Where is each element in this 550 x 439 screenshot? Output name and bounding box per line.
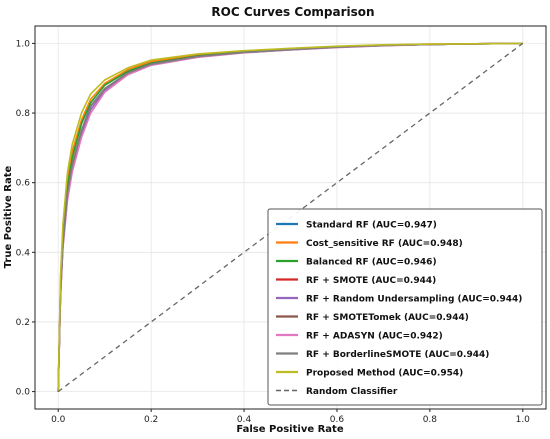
plot-frame xyxy=(34,25,547,410)
x-tick-label: 0.2 xyxy=(144,415,158,425)
y-tick-label: 0.2 xyxy=(16,318,30,328)
legend: Standard RF (AUC=0.947) Cost_sensitive RF… xyxy=(267,208,543,406)
legend-label-9: Random Classifier xyxy=(306,387,398,397)
y-axis-label: True Positive Rate xyxy=(3,165,14,268)
y-tick-label: 0.0 xyxy=(16,388,31,398)
series-line-8 xyxy=(57,42,523,392)
legend-label-8: Proposed Method (AUC=0.954) xyxy=(306,369,463,379)
x-tick-label: 0.6 xyxy=(330,415,345,425)
legend-label-7: RF + BorderlineSMOTE (AUC=0.944) xyxy=(306,350,489,360)
x-tick-label: 0.8 xyxy=(423,415,438,425)
legend-box xyxy=(267,208,543,406)
legend-label-4: RF + Random Undersampling (AUC=0.944) xyxy=(306,295,522,305)
legend-label-5: RF + SMOTETomek (AUC=0.944) xyxy=(306,313,469,323)
y-tick-label: 0.8 xyxy=(16,109,31,119)
axis-ticks: 0.0 0.2 0.4 0.6 0.8 1.0 0.0 0.2 0.4 0.6 0.8 1.0 xyxy=(16,39,531,425)
y-tick-label: 0.4 xyxy=(16,248,31,258)
x-tick-label: 1.0 xyxy=(516,415,531,425)
legend-label-2: Balanced RF (AUC=0.946) xyxy=(306,258,437,268)
chart-title: ROC Curves Comparison xyxy=(211,5,374,19)
legend-label-1: Cost_sensitive RF (AUC=0.948) xyxy=(306,239,463,249)
y-tick-label: 1.0 xyxy=(16,39,31,49)
legend-label-0: Standard RF (AUC=0.947) xyxy=(306,221,437,231)
y-tick-label: 0.6 xyxy=(16,179,31,189)
x-axis-label: False Positive Rate xyxy=(236,424,343,435)
legend-label-6: RF + ADASYN (AUC=0.942) xyxy=(306,332,443,342)
x-tick-label: 0.0 xyxy=(51,415,66,425)
x-tick-label: 0.4 xyxy=(237,415,252,425)
legend-label-3: RF + SMOTE (AUC=0.944) xyxy=(306,276,436,286)
